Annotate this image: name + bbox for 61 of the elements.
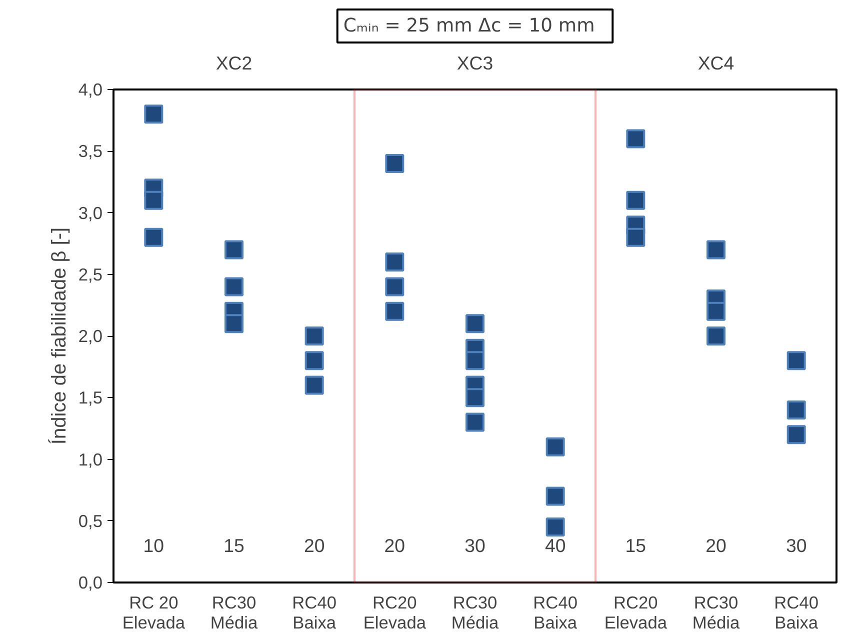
x-tick-label: RC30 Média bbox=[451, 592, 499, 632]
text: XC2 bbox=[216, 52, 252, 74]
point bbox=[385, 252, 404, 272]
point bbox=[304, 376, 324, 395]
text: XC4 bbox=[698, 52, 734, 74]
point bbox=[626, 228, 646, 247]
x-tick-label: RC30 Média bbox=[210, 592, 258, 632]
annotation: 10 bbox=[143, 535, 164, 556]
x-tick-label: RC40 Baixa bbox=[533, 592, 578, 632]
point bbox=[304, 326, 324, 346]
x-tick-label: RC20 Elevada bbox=[363, 592, 426, 632]
point bbox=[786, 400, 806, 420]
point bbox=[626, 129, 646, 148]
y-tick-label: 1,5 bbox=[78, 388, 103, 408]
point bbox=[466, 388, 484, 408]
point bbox=[224, 277, 244, 296]
point bbox=[224, 240, 244, 260]
point bbox=[706, 302, 726, 321]
annotation: 30 bbox=[786, 535, 807, 556]
point bbox=[224, 314, 244, 334]
point bbox=[786, 351, 806, 370]
point bbox=[706, 326, 726, 346]
point bbox=[385, 277, 404, 296]
y-tick-label: 2,0 bbox=[78, 326, 103, 346]
x-tick-label: RC40 Baixa bbox=[292, 592, 336, 632]
point bbox=[626, 190, 646, 210]
annotation: 20 bbox=[384, 535, 406, 556]
point bbox=[466, 314, 484, 334]
point bbox=[385, 302, 404, 321]
annotation: 40 bbox=[544, 535, 566, 556]
annotation: 15 bbox=[224, 535, 244, 556]
x-tick-label: RC40 Baixa bbox=[774, 592, 818, 632]
y-tick-label: 0,5 bbox=[78, 510, 103, 531]
point bbox=[546, 486, 565, 506]
point bbox=[546, 518, 565, 537]
y-tick-label: 4,0 bbox=[78, 80, 103, 100]
point bbox=[144, 104, 164, 124]
point bbox=[546, 437, 565, 456]
y-tick-label: 1,0 bbox=[78, 449, 103, 470]
y-tick-label: 2,5 bbox=[78, 264, 103, 284]
x-tick-label: RC30 Média bbox=[692, 592, 740, 632]
y-tick-label: 3,5 bbox=[78, 141, 103, 162]
point bbox=[466, 412, 484, 432]
x-tick-label: RC20 Elevada bbox=[604, 592, 668, 632]
point bbox=[304, 351, 324, 370]
annotation: 20 bbox=[304, 535, 325, 556]
annotation: 20 bbox=[706, 535, 726, 556]
text: XC3 bbox=[456, 52, 494, 74]
y-tick-label: 3,0 bbox=[78, 202, 103, 223]
point bbox=[385, 154, 404, 173]
y-axis-title: Índice de fiabilidade β [-] bbox=[47, 227, 70, 445]
y-tick-label: 0,0 bbox=[78, 572, 103, 592]
annotation: 15 bbox=[625, 535, 646, 556]
annotation: 30 bbox=[464, 535, 486, 556]
point bbox=[706, 240, 726, 260]
point bbox=[144, 190, 164, 210]
chart-title: Cₘᵢₙ = 25 mm Δc = 10 mm bbox=[343, 16, 595, 36]
x-tick-label: RC 20 Elevada bbox=[122, 592, 186, 632]
point bbox=[786, 425, 806, 444]
point bbox=[466, 351, 484, 370]
point bbox=[144, 228, 164, 247]
